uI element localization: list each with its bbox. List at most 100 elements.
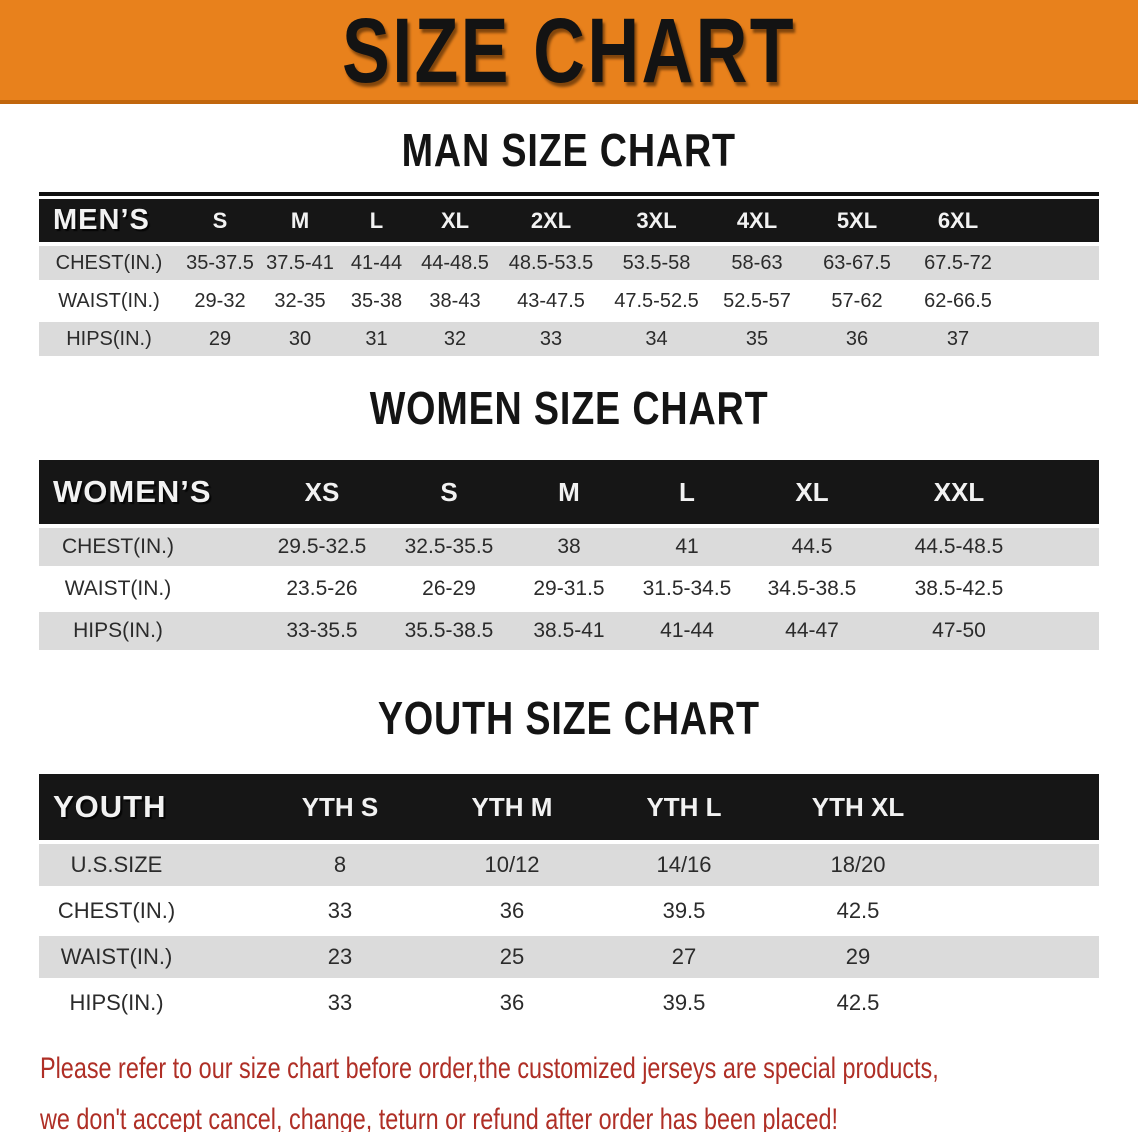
header-row: MEN’S S M L XL 2XL 3XL 4XL 5XL 6XL [39,199,1099,244]
table-row: WAIST(IN.) 29-32 32-35 35-38 38-43 43-47.5 47.… [39,282,1099,322]
value-cell: 37 [907,320,1009,360]
value-cell: 35.5-38.5 [387,610,511,654]
value-cell: 47-50 [877,610,1041,654]
header-spacer-cell [1009,199,1099,244]
value-cell: 41-44 [627,610,747,654]
value-cell: 33 [254,888,426,936]
row-label-cell: HIPS(IN.) [39,980,254,1028]
row-spacer-cell [1041,568,1099,612]
size-column-header: YTH S [254,774,426,842]
size-column-header: 5XL [807,199,907,244]
table-title-cell: YOUTH [39,774,254,842]
row-spacer-cell [946,888,1099,936]
footer-line-1: Please refer to our size chart before or… [40,1046,1138,1097]
value-cell: 36 [426,980,598,1028]
youth-size-table: YOUTH YTH S YTH M YTH L YTH XL U.S.SIZE 8 10/12… [39,774,1099,1028]
value-cell: 32 [414,320,496,360]
table-row: CHEST(IN.) 29.5-32.5 32.5-35.5 38 41 44.5 44.5… [39,524,1099,570]
row-spacer-cell [1009,242,1099,284]
value-cell: 33-35.5 [257,610,387,654]
table-row: WAIST(IN.) 23 25 27 29 [39,934,1099,982]
table-row: CHEST(IN.) 33 36 39.5 42.5 [39,888,1099,936]
row-spacer-cell [1009,320,1099,360]
footer-line-2-text: we don't accept cancel, change, teturn o… [40,1103,838,1132]
value-cell: 38-43 [414,282,496,322]
banner: SIZE CHART [0,0,1138,104]
size-column-header: 4XL [707,199,807,244]
value-cell: 29.5-32.5 [257,524,387,570]
youth-heading-text: YOUTH SIZE CHART [378,692,760,744]
row-label-cell: WAIST(IN.) [39,934,254,982]
size-column-header: 3XL [606,199,707,244]
value-cell: 31 [339,320,414,360]
value-cell: 44.5 [747,524,877,570]
value-cell: 35-38 [339,282,414,322]
women-heading-text: WOMEN SIZE CHART [369,382,769,434]
size-column-header: XL [747,460,877,526]
value-cell: 47.5-52.5 [606,282,707,322]
value-cell: 34 [606,320,707,360]
row-label-cell: CHEST(IN.) [39,242,179,284]
size-column-header: M [511,460,627,526]
size-column-header: XXL [877,460,1041,526]
size-column-header: 6XL [907,199,1009,244]
value-cell: 43-47.5 [496,282,606,322]
value-cell: 36 [426,888,598,936]
row-label-cell: HIPS(IN.) [39,320,179,360]
value-cell: 34.5-38.5 [747,568,877,612]
men-table-top-rule [39,192,1099,196]
value-cell: 52.5-57 [707,282,807,322]
header-spacer-cell [946,774,1099,842]
value-cell: 8 [254,840,426,890]
women-size-table-wrap: WOMEN’S XS S M L XL XXL CHEST(IN.) 29.5-32.5 32.5… [39,460,1099,654]
value-cell: 67.5-72 [907,242,1009,284]
size-column-header: S [179,199,261,244]
row-label-cell: U.S.SIZE [39,840,254,890]
size-column-header: YTH L [598,774,770,842]
page-title: SIZE CHART [342,0,796,102]
value-cell: 18/20 [770,840,946,890]
size-column-header: S [387,460,511,526]
row-label-cell: CHEST(IN.) [39,888,254,936]
size-column-header: L [627,460,747,526]
value-cell: 62-66.5 [907,282,1009,322]
value-cell: 38 [511,524,627,570]
value-cell: 53.5-58 [606,242,707,284]
row-label-cell: CHEST(IN.) [39,524,257,570]
table-title-cell: WOMEN’S [39,460,257,526]
table-title-cell: MEN’S [39,199,179,244]
women-section-heading: WOMEN SIZE CHART [0,384,1138,432]
value-cell: 23.5-26 [257,568,387,612]
table-row: HIPS(IN.) 33 36 39.5 42.5 [39,980,1099,1028]
men-heading-text: MAN SIZE CHART [401,124,737,176]
row-spacer-cell [946,840,1099,890]
value-cell: 39.5 [598,980,770,1028]
value-cell: 42.5 [770,888,946,936]
value-cell: 35 [707,320,807,360]
row-spacer-cell [1041,610,1099,654]
size-column-header: M [261,199,339,244]
value-cell: 10/12 [426,840,598,890]
youth-size-table-wrap: YOUTH YTH S YTH M YTH L YTH XL U.S.SIZE 8 10/12… [39,774,1099,1028]
value-cell: 33 [254,980,426,1028]
header-spacer-cell [1041,460,1099,526]
value-cell: 36 [807,320,907,360]
value-cell: 38.5-42.5 [877,568,1041,612]
value-cell: 29-32 [179,282,261,322]
table-row: HIPS(IN.) 33-35.5 35.5-38.5 38.5-41 41-44 44-… [39,610,1099,654]
value-cell: 37.5-41 [261,242,339,284]
men-size-table-wrap: MEN’S S M L XL 2XL 3XL 4XL 5XL 6XL CHEST(IN.) 35-37… [39,192,1099,360]
header-row: YOUTH YTH S YTH M YTH L YTH XL [39,774,1099,842]
value-cell: 29 [770,934,946,982]
men-size-table: MEN’S S M L XL 2XL 3XL 4XL 5XL 6XL CHEST(IN.) 35-37… [39,199,1099,360]
header-row: WOMEN’S XS S M L XL XXL [39,460,1099,526]
value-cell: 63-67.5 [807,242,907,284]
value-cell: 39.5 [598,888,770,936]
value-cell: 27 [598,934,770,982]
value-cell: 38.5-41 [511,610,627,654]
value-cell: 35-37.5 [179,242,261,284]
youth-section-heading: YOUTH SIZE CHART [0,694,1138,742]
women-size-table: WOMEN’S XS S M L XL XXL CHEST(IN.) 29.5-32.5 32.5… [39,460,1099,654]
size-column-header: YTH XL [770,774,946,842]
row-spacer-cell [946,980,1099,1028]
